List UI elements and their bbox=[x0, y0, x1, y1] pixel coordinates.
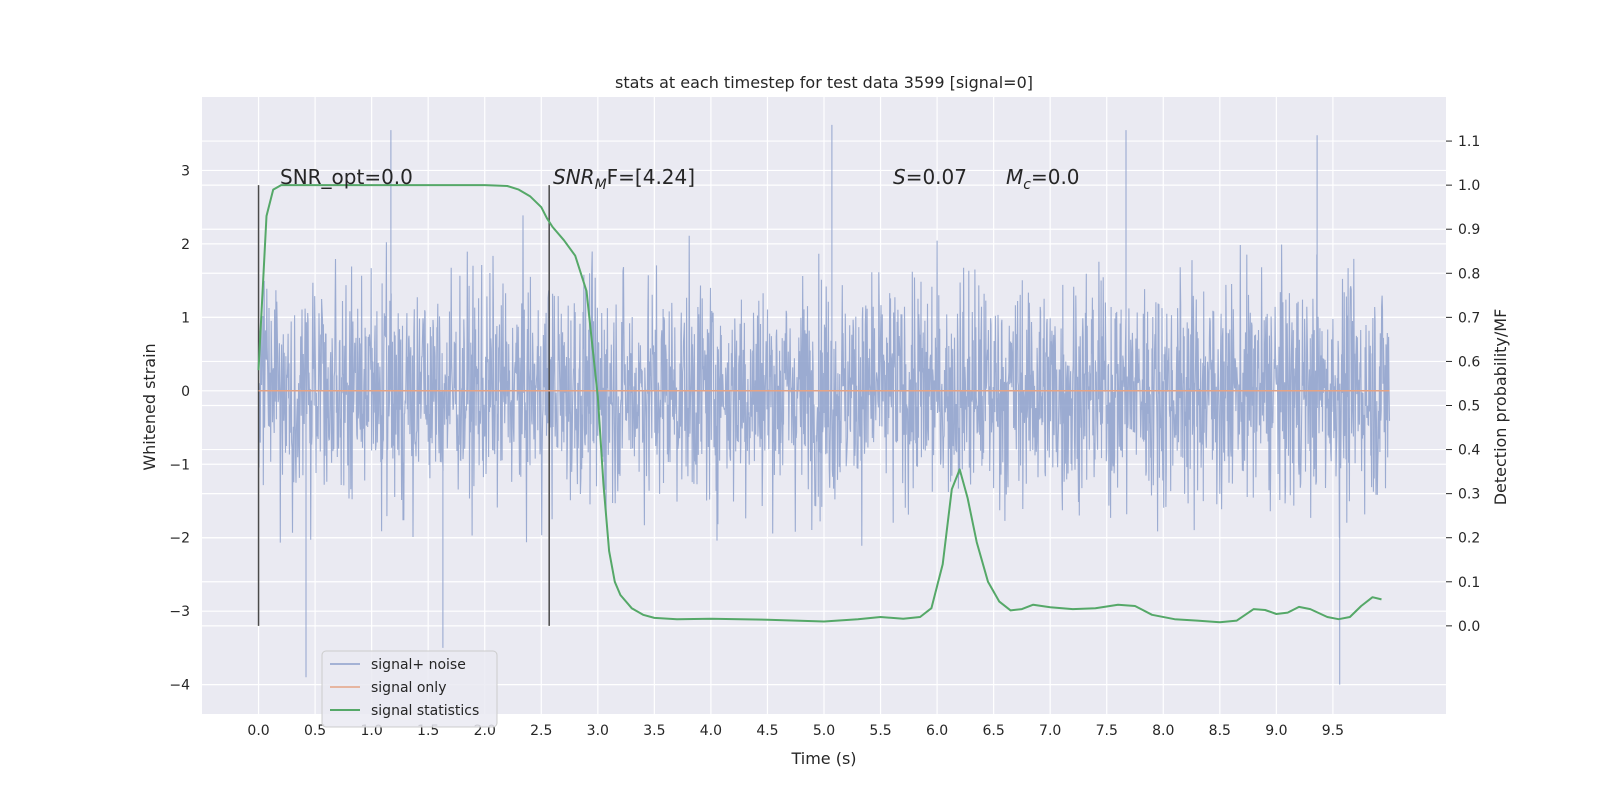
legend: signal+ noise signal only signal statist… bbox=[321, 650, 498, 728]
legend-label-signal-only: signal only bbox=[371, 680, 446, 696]
y-right-tick-label-4: 0.7 bbox=[1458, 310, 1480, 326]
y-axis-label: Whitened strain bbox=[140, 343, 159, 470]
x-tick-label-8: 4.0 bbox=[700, 723, 722, 739]
x-axis-label: Time (s) bbox=[790, 749, 856, 768]
y-right-tick-label-10: 0.1 bbox=[1458, 575, 1480, 591]
annotation-s: S=0.07 bbox=[893, 165, 967, 189]
legend-box bbox=[321, 650, 498, 728]
y-right-tick-label-3: 0.8 bbox=[1458, 266, 1480, 282]
y-tick-label-6: −3 bbox=[169, 604, 190, 620]
y-tick-label-1: 2 bbox=[181, 237, 190, 253]
y-tick-label-4: −1 bbox=[169, 457, 190, 473]
signal-statistics-series bbox=[257, 184, 1382, 624]
y-right-tick-label-1: 1.0 bbox=[1458, 178, 1480, 194]
y-tick-label-7: −4 bbox=[169, 678, 190, 694]
y-tick-label-2: 1 bbox=[181, 310, 190, 326]
annotation-snr-mf-main: SNR bbox=[553, 165, 595, 189]
marker-lines bbox=[257, 185, 550, 626]
y-right-tick-label-9: 0.2 bbox=[1458, 531, 1480, 547]
x-tick-label-13: 6.5 bbox=[983, 723, 1005, 739]
legend-label-signal-noise: signal+ noise bbox=[371, 657, 466, 673]
x-tick-label-11: 5.5 bbox=[869, 723, 891, 739]
signal-noise-series bbox=[257, 124, 1391, 685]
y-tick-label-5: −2 bbox=[169, 531, 190, 547]
annotation-snr-mf: SNRMF=[4.24] bbox=[553, 165, 695, 193]
x-tick-label-10: 5.0 bbox=[813, 723, 835, 739]
annotation-mc-rest: =0.0 bbox=[1031, 165, 1080, 189]
x-tick-label-16: 8.0 bbox=[1152, 723, 1174, 739]
legend-label-signal-statistics: signal statistics bbox=[371, 703, 479, 719]
x-tick-label-9: 4.5 bbox=[756, 723, 778, 739]
annotation-mc-main: M bbox=[1006, 165, 1023, 189]
annotation-snr-mf-sub: M bbox=[595, 177, 607, 193]
annotation-mc-sub: c bbox=[1023, 177, 1031, 193]
x-tick-label-5: 2.5 bbox=[530, 723, 552, 739]
y-right-tick-label-0: 1.1 bbox=[1458, 134, 1480, 150]
x-tick-label-6: 3.0 bbox=[587, 723, 609, 739]
x-tick-label-18: 9.0 bbox=[1265, 723, 1287, 739]
x-tick-label-12: 6.0 bbox=[926, 723, 948, 739]
annotation-snr-mf-rest: F=[4.24] bbox=[607, 165, 695, 189]
y-right-tick-label-2: 0.9 bbox=[1458, 222, 1480, 238]
y-right-tick-label-6: 0.5 bbox=[1458, 399, 1480, 415]
x-tick-label-15: 7.5 bbox=[1096, 723, 1118, 739]
signal-noise-line bbox=[257, 124, 1391, 685]
annotation-mc: Mc=0.0 bbox=[1006, 165, 1080, 193]
annotation-s-main: S bbox=[893, 165, 906, 189]
y-right-tick-label-8: 0.3 bbox=[1458, 487, 1480, 503]
y-tick-label-3: 0 bbox=[181, 384, 190, 400]
tick-labels: 0.0 0.5 1.0 1.5 2.0 2.5 3.0 3.5 4.0 4.5 5.0 5.5 6.0 6… bbox=[169, 134, 1480, 739]
chart-title: stats at each timestep for test data 359… bbox=[615, 73, 1033, 92]
annotation-snr-opt: SNR_opt=0.0 bbox=[280, 165, 413, 189]
x-tick-label-14: 7.0 bbox=[1039, 723, 1061, 739]
x-tick-label-19: 9.5 bbox=[1322, 723, 1344, 739]
signal-statistics-line bbox=[257, 184, 1382, 624]
x-tick-label-1: 0.5 bbox=[304, 723, 326, 739]
y-right-tick-label-5: 0.6 bbox=[1458, 354, 1480, 370]
y-axis-label-right: Detection probability/MF bbox=[1491, 309, 1510, 506]
x-tick-label-7: 3.5 bbox=[643, 723, 665, 739]
y-right-tick-label-11: 0.0 bbox=[1458, 619, 1480, 635]
y-tick-label-0: 3 bbox=[181, 163, 190, 179]
x-tick-label-17: 8.5 bbox=[1209, 723, 1231, 739]
y-right-tick-label-7: 0.4 bbox=[1458, 443, 1480, 459]
annotation-s-rest: =0.07 bbox=[906, 165, 967, 189]
x-tick-label-0: 0.0 bbox=[247, 723, 269, 739]
